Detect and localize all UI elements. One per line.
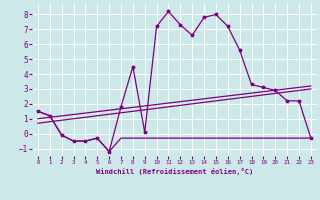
X-axis label: Windchill (Refroidissement éolien,°C): Windchill (Refroidissement éolien,°C) <box>96 168 253 175</box>
